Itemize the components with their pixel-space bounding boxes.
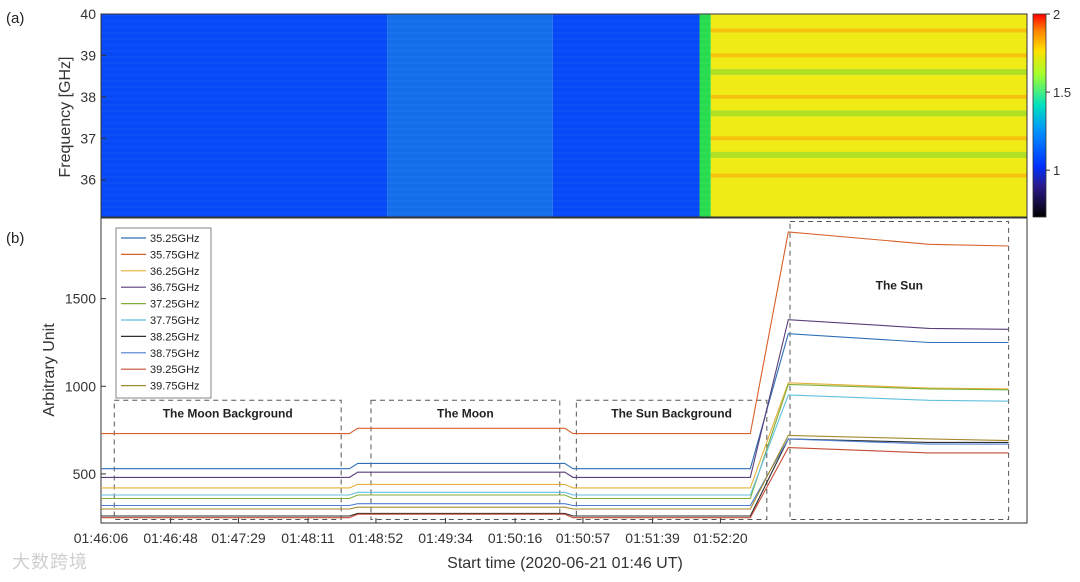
heatmap-y-axis: 36 37 38 39 40	[80, 6, 106, 188]
colorbar-ticks: 11.52	[1046, 7, 1071, 178]
colorbar-tick-label: 1	[1053, 163, 1060, 178]
line-xtick-label: 01:46:06	[74, 530, 129, 546]
series-lines	[101, 231, 1009, 519]
line-xtick-label: 01:50:16	[488, 530, 543, 546]
legend-label: 38.25GHz	[150, 331, 200, 343]
line-ytick-label: 500	[73, 466, 97, 482]
legend-label: 39.25GHz	[150, 364, 200, 376]
annotation-label: The Sun Background	[611, 406, 732, 420]
colorbar	[1032, 13, 1047, 218]
heatmap-area	[101, 14, 1027, 217]
heatmap-frame	[100, 13, 1028, 218]
line-xlabel: Start time (2020-06-21 01:46 UT)	[447, 555, 683, 572]
annotation-box	[575, 399, 768, 520]
line-xtick-label: 01:52:20	[693, 530, 748, 546]
heatmap-ytick-label: 40	[80, 6, 96, 22]
heatmap-texture	[101, 14, 1027, 217]
annotation-label: The Moon Background	[163, 406, 293, 420]
colorbar-tick-label: 2	[1053, 7, 1060, 22]
annotation-boxes: The Moon Background The Moon The Sun Backg…	[113, 221, 1010, 520]
series-line	[101, 319, 1009, 478]
legend-label: 36.25GHz	[150, 266, 200, 278]
line-xtick-label: 01:49:34	[418, 530, 473, 546]
line-ylabel: Arbitrary Unit	[41, 323, 58, 417]
line-xtick-label: 01:50:57	[556, 530, 611, 546]
annotation-label: The Sun	[876, 279, 923, 293]
line-y-axis: 500 1000 1500	[65, 291, 106, 482]
line-ytick-label: 1500	[65, 291, 96, 307]
annotation-label: The Moon	[437, 406, 494, 420]
series-line	[101, 231, 1009, 435]
line-xtick-label: 01:48:52	[349, 530, 404, 546]
legend-label: 36.75GHz	[150, 282, 200, 294]
legend-label: 35.25GHz	[150, 233, 200, 245]
legend-label: 35.75GHz	[150, 249, 200, 261]
legend-label: 39.75GHz	[150, 381, 200, 393]
line-xtick-label: 01:46:48	[143, 530, 198, 546]
heatmap-ytick-label: 37	[80, 130, 96, 146]
annotation-box	[789, 221, 1010, 520]
series-line	[101, 383, 1009, 500]
series-line	[101, 382, 1009, 489]
series-line	[101, 438, 1009, 507]
legend: 35.25GHz 35.75GHz 36.25GHz 36.75GHz 37.25GHz…	[115, 227, 212, 399]
heatmap-ytick-label: 36	[80, 172, 96, 188]
line-ytick-label: 1000	[65, 378, 96, 394]
panel-b-label: (b)	[6, 230, 24, 247]
line-x-axis: 01:46:06 01:46:48 01:47:29 01:48:11 01:48:52…	[74, 518, 748, 546]
heatmap-ytick-label: 39	[80, 47, 96, 63]
annotation-box	[113, 399, 342, 520]
watermark: 大数跨境	[12, 552, 88, 573]
series-line	[101, 333, 1009, 470]
line-xtick-label: 01:48:11	[281, 530, 335, 546]
series-line	[101, 434, 1009, 510]
heatmap-ylabel: Frequency [GHz]	[57, 57, 74, 178]
line-xtick-label: 01:51:39	[625, 530, 680, 546]
panel-a-label: (a)	[6, 10, 24, 27]
series-line	[101, 394, 1009, 496]
annotation-box	[370, 399, 561, 520]
legend-label: 37.25GHz	[150, 299, 200, 311]
legend-label: 37.75GHz	[150, 315, 200, 327]
legend-label: 38.75GHz	[150, 348, 200, 360]
colorbar-tick-label: 1.5	[1053, 85, 1071, 100]
series-line	[101, 447, 1009, 519]
line-xtick-label: 01:47:29	[211, 530, 266, 546]
series-line	[101, 438, 1009, 517]
heatmap-ytick-label: 38	[80, 89, 96, 105]
